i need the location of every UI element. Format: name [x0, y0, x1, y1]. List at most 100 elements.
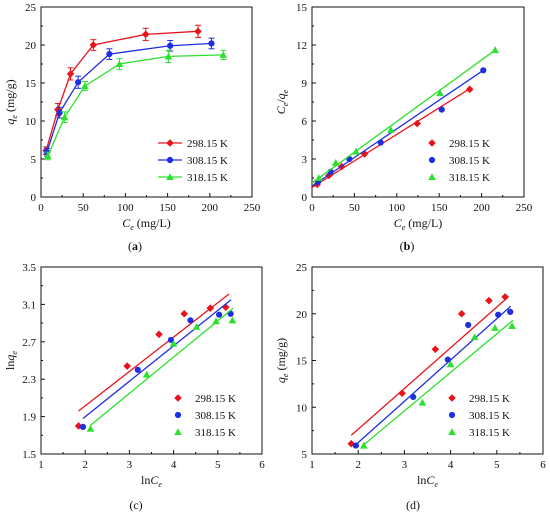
y-tick-label: 25: [25, 2, 37, 14]
data-point: [134, 366, 141, 373]
x-tick-label: 2: [82, 459, 88, 471]
data-point: [360, 150, 369, 158]
data-point: [457, 309, 466, 318]
data-point: [331, 159, 340, 166]
y-tick-label: 15: [296, 2, 308, 14]
legend-entry: 318.15 K: [174, 427, 236, 439]
fit-line: [311, 69, 484, 187]
x-axis-label: Ce (mg/L): [394, 216, 443, 232]
legend-label: 308.15 K: [469, 410, 510, 422]
series-308-15-K: [79, 299, 234, 430]
fit-line: [82, 299, 232, 419]
fit-line: [311, 88, 471, 189]
panel-c: 1 2 3 4 5 6 1.5 1.9 2.3 2.7 3.1 3.5 lnCe lnqe 298.15 K…: [3, 262, 265, 512]
series-line: [47, 54, 224, 157]
x-tick-label: 1: [309, 459, 315, 471]
data-point: [106, 51, 113, 58]
x-tick-label: 50: [349, 202, 361, 214]
x-tick-label: 200: [202, 202, 219, 214]
x-tick-label: 6: [540, 459, 546, 471]
data-point: [208, 40, 215, 47]
data-point: [192, 323, 201, 330]
x-tick-label: 50: [78, 202, 90, 214]
y-tick-label: 25: [296, 262, 308, 274]
data-point: [169, 339, 178, 347]
series-line: [46, 42, 212, 153]
x-tick-label: 1: [38, 459, 44, 471]
x-tick-label: 100: [389, 202, 406, 214]
y-tick-label: 20: [296, 309, 308, 321]
legend-label: 298.15 K: [187, 138, 228, 150]
data-point: [501, 293, 509, 301]
fit-line: [362, 319, 514, 447]
y-tick-label: 3: [302, 154, 308, 166]
legend-marker: [448, 411, 456, 419]
data-point: [314, 174, 323, 182]
legend-label: 308.15 K: [449, 155, 490, 167]
data-point: [167, 336, 175, 344]
x-tick-label: 6: [259, 459, 265, 471]
data-point: [81, 82, 89, 90]
data-point: [86, 424, 95, 432]
fit-line: [311, 49, 496, 184]
data-point: [347, 439, 356, 448]
y-tick-label: 0: [31, 192, 37, 204]
legend-label: 298.15 K: [469, 393, 510, 405]
data-point: [491, 46, 499, 54]
x-tick-label: 100: [117, 202, 134, 214]
x-tick-label: 2: [355, 459, 361, 471]
y-tick-label: 5: [31, 154, 37, 166]
series-298-15-K: [347, 293, 509, 448]
data-point: [221, 303, 230, 312]
legend-entry: 298.15 K: [448, 393, 510, 405]
legend-entry: 308.15 K: [428, 155, 490, 167]
data-point: [491, 323, 499, 331]
series-318-15-K: [43, 49, 228, 161]
data-point: [206, 304, 215, 312]
y-tick-label: 1.9: [22, 412, 36, 424]
data-point: [164, 52, 173, 60]
y-tick-label: 10: [296, 402, 308, 414]
series-298-15-K: [74, 293, 230, 430]
data-point: [228, 316, 237, 324]
legend-label: 318.15 K: [187, 172, 228, 184]
data-point: [431, 345, 440, 354]
data-point: [359, 441, 368, 449]
fit-line: [89, 307, 234, 427]
data-point: [444, 356, 451, 363]
data-point: [167, 42, 174, 49]
plot-frame: [40, 266, 263, 455]
data-point: [465, 321, 472, 329]
data-point: [465, 85, 474, 94]
data-point: [418, 398, 427, 406]
y-tick-label: 0: [302, 192, 308, 204]
x-tick-label: 5: [494, 459, 500, 471]
x-tick-label: 250: [244, 202, 261, 214]
y-tick-label: 9: [302, 78, 308, 90]
plot-frame: [311, 6, 525, 198]
data-point: [75, 79, 82, 86]
legend-entry: 298.15 K: [158, 138, 228, 150]
y-tick-label: 2.7: [22, 337, 36, 349]
x-tick-label: 0: [309, 202, 315, 214]
panel-d: 1 2 3 4 5 6 5 10 15 20 25 lnCe qe (mg/g) 298.15 K 308.…: [274, 262, 546, 512]
series-298-15-K: [42, 24, 202, 155]
data-point: [187, 317, 194, 324]
y-tick-label: 15: [296, 356, 308, 368]
x-axis-label: lnCe: [417, 473, 438, 489]
series-318-15-K: [311, 46, 499, 184]
data-point: [212, 317, 220, 325]
data-point: [43, 152, 52, 159]
legend-marker: [166, 156, 174, 164]
data-point: [470, 333, 479, 341]
y-tick-label: 2.3: [22, 374, 36, 386]
y-axis-label: qe (mg/g): [274, 338, 290, 383]
x-tick-label: 4: [448, 459, 454, 471]
data-point: [446, 360, 455, 368]
data-point: [413, 119, 421, 128]
panel-caption: (b): [400, 239, 415, 253]
panel-b: 0 50 100 150 200 250 0 3 6 9 12 15 Ce (mg/L) Ce/qe 298…: [274, 2, 533, 253]
data-point: [66, 70, 75, 78]
legend-entry: 298.15 K: [428, 138, 490, 150]
